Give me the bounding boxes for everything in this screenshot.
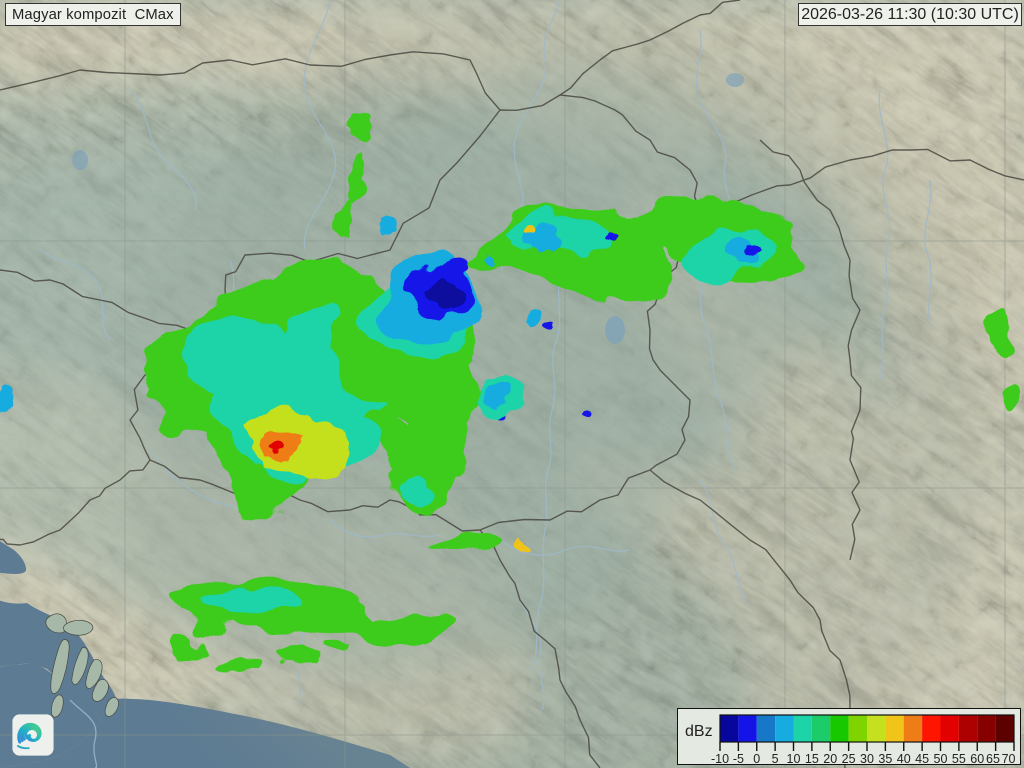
svg-text:70: 70 [1002, 752, 1016, 766]
svg-text:-5: -5 [733, 752, 744, 766]
svg-text:10: 10 [787, 752, 801, 766]
svg-text:50: 50 [934, 752, 948, 766]
svg-text:20: 20 [823, 752, 837, 766]
svg-text:45: 45 [915, 752, 929, 766]
svg-text:-10: -10 [711, 752, 729, 766]
svg-text:35: 35 [878, 752, 892, 766]
svg-text:55: 55 [952, 752, 966, 766]
svg-text:40: 40 [897, 752, 911, 766]
svg-text:5: 5 [772, 752, 779, 766]
svg-text:65: 65 [986, 752, 1000, 766]
svg-text:25: 25 [842, 752, 856, 766]
svg-text:30: 30 [860, 752, 874, 766]
svg-text:60: 60 [970, 752, 984, 766]
svg-text:15: 15 [805, 752, 819, 766]
svg-text:0: 0 [753, 752, 760, 766]
